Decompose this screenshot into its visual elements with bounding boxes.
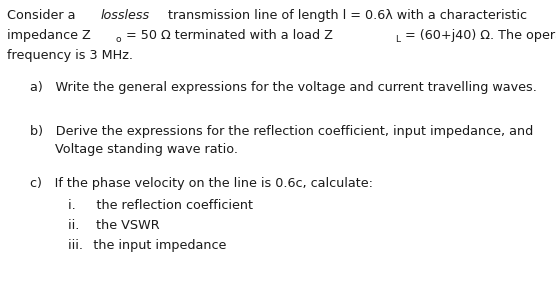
Text: c) If the phase velocity on the line is 0.6c, calculate:: c) If the phase velocity on the line is …: [30, 177, 373, 190]
Text: Consider a: Consider a: [7, 9, 80, 22]
Text: iii.  the input impedance: iii. the input impedance: [68, 239, 226, 252]
Text: ii.  the VSWR: ii. the VSWR: [68, 219, 160, 232]
Text: transmission line of length l = 0.6λ with a characteristic: transmission line of length l = 0.6λ wit…: [164, 9, 527, 22]
Text: = (60+j40) Ω. The operating: = (60+j40) Ω. The operating: [401, 29, 556, 42]
Text: Voltage standing wave ratio.: Voltage standing wave ratio.: [55, 143, 238, 156]
Text: impedance Z: impedance Z: [7, 29, 91, 42]
Text: o: o: [115, 35, 121, 44]
Text: b) Derive the expressions for the reflection coefficient, input impedance, and: b) Derive the expressions for the reflec…: [30, 125, 533, 138]
Text: i.   the reflection coefficient: i. the reflection coefficient: [68, 199, 253, 212]
Text: a) Write the general expressions for the voltage and current travelling waves.: a) Write the general expressions for the…: [30, 81, 537, 94]
Text: lossless: lossless: [101, 9, 150, 22]
Text: L: L: [395, 35, 400, 44]
Text: frequency is 3 MHz.: frequency is 3 MHz.: [7, 49, 133, 62]
Text: = 50 Ω terminated with a load Z: = 50 Ω terminated with a load Z: [122, 29, 334, 42]
